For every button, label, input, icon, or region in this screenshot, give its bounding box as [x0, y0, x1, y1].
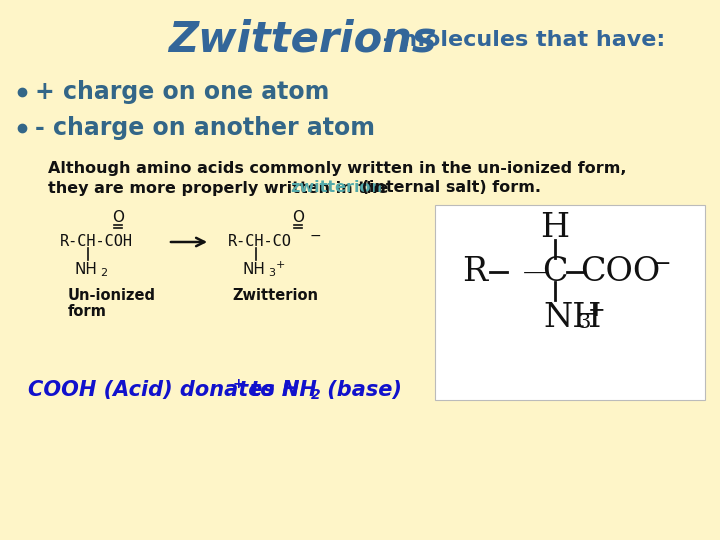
Text: to NH: to NH [243, 380, 317, 400]
Text: – molecules that have:: – molecules that have: [375, 30, 665, 50]
Text: −: − [310, 229, 322, 243]
Text: H: H [541, 212, 570, 244]
Text: Although amino acids commonly written in the un-ionized form,: Although amino acids commonly written in… [48, 160, 626, 176]
Text: O: O [292, 211, 304, 226]
Text: +: + [233, 377, 245, 391]
Text: 3: 3 [268, 268, 275, 278]
Text: O: O [112, 211, 124, 226]
Text: NH: NH [243, 262, 266, 278]
Text: R-CH-COH: R-CH-COH [60, 234, 133, 249]
Text: NH: NH [75, 262, 98, 278]
Text: C: C [542, 256, 568, 288]
Text: + charge on one atom: + charge on one atom [35, 80, 329, 104]
Text: +: + [588, 301, 606, 321]
Text: zwitterion: zwitterion [290, 180, 382, 195]
Text: 2: 2 [311, 388, 320, 402]
Text: −: − [653, 253, 672, 275]
Text: R: R [462, 256, 487, 288]
Text: (internal salt) form.: (internal salt) form. [356, 180, 541, 195]
Text: (base): (base) [320, 380, 402, 400]
Text: they are more properly written in the: they are more properly written in the [48, 180, 394, 195]
Text: 3: 3 [577, 314, 590, 333]
Text: NH: NH [543, 302, 601, 334]
Text: —: — [523, 260, 547, 284]
Text: R-CH-CO: R-CH-CO [228, 234, 292, 249]
Text: +: + [276, 260, 285, 270]
Text: 2: 2 [100, 268, 107, 278]
FancyBboxPatch shape [435, 205, 705, 400]
Text: - charge on another atom: - charge on another atom [35, 116, 375, 140]
Text: Zwitterion: Zwitterion [232, 287, 318, 302]
Text: Un-ionized: Un-ionized [68, 287, 156, 302]
Text: Zwitterions: Zwitterions [168, 19, 436, 61]
Text: COO: COO [580, 256, 660, 288]
Text: COOH (Acid) donates H: COOH (Acid) donates H [28, 380, 300, 400]
Text: form: form [68, 305, 107, 320]
